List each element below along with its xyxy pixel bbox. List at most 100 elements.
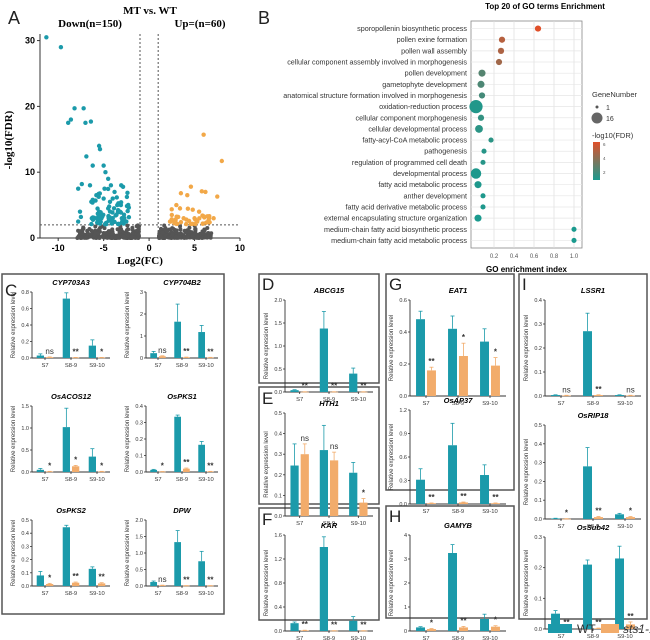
volcano-point-ns bbox=[158, 226, 163, 231]
x-tick-label: S7 bbox=[557, 401, 564, 407]
x-tick-label: S8-9 bbox=[323, 636, 335, 640]
y-axis-label: Relative expression level bbox=[524, 315, 530, 381]
bar-WT bbox=[150, 469, 157, 472]
y-tick-label: 0.6 bbox=[399, 455, 407, 461]
volcano-point-down bbox=[97, 146, 103, 152]
volcano-point-ns bbox=[78, 232, 83, 237]
bar-chart-CYP703A3: C CYP703A3 0.0 0.2 0.4 0.6 0.8 Relative express… bbox=[5, 278, 110, 369]
bar-chart-DPW: DPW 0.0 0.5 1.0 1.5 2.0 Relative expression le… bbox=[125, 506, 218, 597]
bar-sts1-1 bbox=[300, 454, 309, 516]
volcano-point-ns bbox=[117, 229, 122, 234]
color-legend-tick: 2 bbox=[603, 170, 606, 175]
bar-chart-OsRIP18: OsRIP18 0.0 0.1 0.2 0.3 0.4 0.5 Relative expres… bbox=[524, 411, 641, 530]
significance-label: * bbox=[565, 509, 569, 518]
x-tick-label: S8-9 bbox=[587, 524, 599, 530]
volcano-point-ns bbox=[177, 235, 182, 240]
bar-sts1-1 bbox=[459, 356, 468, 396]
go-term-label: fatty acid derivative metabolic process bbox=[346, 202, 468, 211]
y-axis-label: Relative expression level bbox=[264, 550, 270, 616]
panel-I-box bbox=[518, 273, 648, 620]
volcano-point-up bbox=[200, 221, 206, 226]
volcano-point-down bbox=[90, 215, 96, 220]
volcano-point-up bbox=[219, 158, 225, 164]
y-tick-label: 0.0 bbox=[399, 394, 407, 400]
legend-wt-label: WT bbox=[577, 622, 596, 636]
significance-label: ** bbox=[207, 347, 214, 356]
bar-chart-OsSub42: OsSub42 0.0 0.1 0.2 0.3 Relative expression l… bbox=[524, 523, 641, 640]
volcano-point-ns bbox=[162, 223, 167, 228]
volcano-point-ns bbox=[110, 231, 115, 236]
go-bubble bbox=[571, 237, 577, 243]
bar-WT bbox=[150, 353, 157, 358]
bar-WT bbox=[290, 465, 299, 516]
x-tick-label: -10 bbox=[52, 243, 65, 253]
volcano-point-down bbox=[102, 186, 107, 191]
go-bubble bbox=[478, 92, 486, 99]
volcano-point-ns bbox=[101, 234, 106, 239]
x-tick-label: S7 bbox=[422, 509, 429, 515]
bar-WT bbox=[583, 564, 592, 629]
bar-WT bbox=[36, 469, 44, 472]
y-axis-label: Relative expression level bbox=[125, 520, 131, 586]
x-tick-label: S7 bbox=[154, 477, 161, 483]
significance-label: ns bbox=[158, 575, 166, 584]
y-axis-label: Relative expression level bbox=[524, 550, 530, 616]
volcano-point-up bbox=[188, 184, 194, 189]
bar-WT bbox=[88, 456, 96, 472]
volcano-point-down bbox=[110, 219, 115, 224]
x-tick-label: S8-9 bbox=[323, 521, 335, 527]
volcano-point-down bbox=[110, 210, 115, 215]
gene-title: LSSR1 bbox=[581, 286, 605, 295]
volcano-point-up bbox=[185, 193, 190, 198]
bar-WT bbox=[416, 319, 425, 396]
y-tick-label: 0.2 bbox=[534, 346, 542, 352]
bar-WT bbox=[319, 450, 328, 516]
volcano-point-ns bbox=[136, 233, 141, 238]
legend-wt-swatch bbox=[548, 624, 572, 633]
gene-title: OsPKS1 bbox=[167, 392, 197, 401]
volcano-point-ns bbox=[178, 224, 183, 229]
volcano-point-ns bbox=[81, 225, 86, 230]
volcano-point-down bbox=[75, 186, 81, 191]
bar-sts1-1 bbox=[159, 471, 166, 473]
volcano-point-ns bbox=[129, 234, 134, 239]
bar-WT bbox=[319, 328, 328, 392]
volcano-point-down bbox=[78, 214, 84, 220]
bar-WT bbox=[174, 416, 181, 472]
y-tick-label: 0.6 bbox=[399, 298, 407, 304]
bar-WT bbox=[198, 561, 205, 586]
volcano-point-down bbox=[79, 181, 85, 187]
volcano-point-down bbox=[112, 189, 117, 195]
bar-sts1-1 bbox=[427, 370, 436, 396]
y-tick-label: 1.0 bbox=[135, 551, 143, 557]
y-tick-label: 0.0 bbox=[21, 356, 29, 362]
bar-chart-OsPKS2: OsPKS2 0.0 0.1 0.2 0.3 0.4 0.5 Relative express… bbox=[11, 506, 110, 597]
panel-D-box bbox=[258, 273, 380, 384]
volcano-point-up bbox=[173, 217, 178, 222]
panel-label-H: H bbox=[389, 507, 401, 526]
significance-label: ** bbox=[360, 621, 367, 630]
x-tick-label: S9-10 bbox=[198, 591, 213, 597]
y-tick-label: 0.8 bbox=[274, 581, 282, 587]
y-tick-label: 0.5 bbox=[534, 423, 542, 429]
x-tick-label: S8-9 bbox=[176, 477, 188, 483]
x-tick-label: 5 bbox=[192, 243, 197, 253]
volcano-point-ns bbox=[105, 235, 110, 240]
volcano-point-down bbox=[119, 220, 125, 225]
y-axis-label: Relative expression level bbox=[389, 315, 395, 381]
go-bubble bbox=[478, 69, 486, 77]
bar-chart-HTH1: E HTH1 0.0 0.1 0.2 0.3 0.4 0.5 Relative expressi… bbox=[262, 389, 373, 527]
go-bubble bbox=[571, 226, 577, 232]
go-term-label: pollen development bbox=[405, 69, 467, 78]
volcano-point-down bbox=[87, 183, 93, 188]
y-tick-label: 0.0 bbox=[274, 514, 282, 520]
y-tick-label: 3 bbox=[140, 290, 143, 296]
bar-WT bbox=[583, 331, 592, 396]
x-tick-label: S9-10 bbox=[482, 509, 497, 515]
significance-label: ** bbox=[460, 492, 467, 501]
volcano-point-down bbox=[108, 183, 114, 188]
volcano-point-down bbox=[90, 200, 95, 205]
significance-label: ** bbox=[563, 618, 570, 627]
significance-label: ns bbox=[158, 346, 166, 355]
volcano-point-down bbox=[113, 213, 118, 218]
